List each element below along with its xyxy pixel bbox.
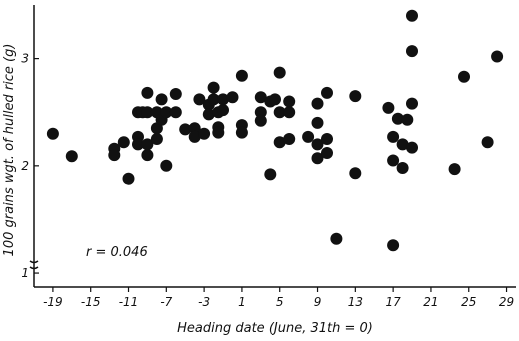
y-tick-label: 2: [21, 159, 29, 173]
x-axis-title: Heading date (June, 31th = 0): [177, 321, 373, 336]
y-axis-title: 100 grains wgt. of hulled rice (g): [2, 44, 17, 257]
data-point: [207, 93, 220, 106]
x-tick-label: -19: [43, 295, 63, 309]
data-point: [302, 130, 315, 143]
data-point: [448, 163, 461, 176]
data-point: [108, 149, 121, 162]
data-point: [283, 95, 296, 108]
x-tick-label: 17: [385, 295, 401, 309]
data-point: [391, 112, 404, 125]
data-point: [254, 106, 267, 119]
data-point: [212, 126, 225, 139]
data-point: [311, 116, 324, 129]
data-point: [235, 126, 248, 139]
data-point: [235, 69, 248, 82]
x-tick-label: -15: [81, 295, 101, 309]
x-tick-label: -7: [160, 295, 172, 309]
data-point: [217, 93, 229, 106]
data-point: [273, 66, 286, 79]
data-point: [207, 81, 220, 94]
data-point: [396, 138, 409, 151]
data-point: [458, 70, 470, 83]
data-point: [387, 154, 400, 167]
data-point: [65, 150, 78, 163]
data-point: [141, 138, 154, 151]
data-point: [283, 106, 296, 119]
data-point: [202, 108, 215, 121]
y-tick-label: 3: [21, 52, 29, 66]
data-points: [46, 9, 504, 252]
x-tick-label: 21: [423, 295, 438, 309]
data-point: [311, 97, 324, 110]
data-point: [401, 113, 414, 126]
data-point: [264, 168, 277, 181]
data-point: [283, 133, 296, 145]
y-tick-label: 1: [21, 266, 29, 280]
data-point: [160, 159, 173, 172]
data-point: [150, 133, 163, 145]
data-point: [321, 86, 333, 99]
data-point: [254, 91, 267, 104]
y-ticks: 1 2 3: [21, 52, 39, 280]
x-tick-label: -11: [119, 295, 139, 309]
data-point: [387, 130, 400, 143]
data-point: [311, 152, 324, 165]
data-point: [117, 136, 130, 149]
x-tick-label: 5: [276, 295, 284, 309]
x-tick-label: 25: [461, 295, 476, 309]
data-point: [382, 101, 395, 114]
data-point: [141, 86, 154, 99]
data-point: [321, 133, 333, 145]
data-point: [321, 147, 333, 159]
data-point: [141, 149, 154, 162]
data-point: [198, 127, 211, 140]
data-point: [179, 123, 192, 136]
data-point: [406, 141, 418, 154]
y-axis-break-mark: [29, 260, 39, 270]
data-point: [273, 106, 286, 119]
x-tick-label: 29: [499, 295, 514, 309]
data-point: [188, 130, 201, 143]
x-ticks: -19 -15 -11 -7 -3 1 5 9 13 17 21 25 29: [43, 287, 514, 309]
x-tick-label: 13: [348, 295, 363, 309]
data-point: [169, 88, 182, 100]
x-tick-label: -3: [198, 295, 210, 309]
data-point: [193, 93, 206, 106]
data-point: [349, 90, 362, 103]
data-point: [217, 104, 229, 117]
x-tick-label: 1: [238, 295, 246, 309]
data-point: [330, 232, 343, 245]
data-point: [269, 93, 281, 106]
data-point: [491, 50, 504, 63]
data-point: [226, 91, 239, 104]
data-point: [406, 45, 418, 58]
data-point: [311, 138, 324, 151]
data-point: [169, 106, 182, 119]
data-point: [155, 93, 168, 106]
data-point: [160, 106, 173, 119]
data-point: [254, 114, 267, 127]
correlation-annotation: r = 0.046: [86, 245, 148, 260]
data-point: [188, 122, 201, 135]
data-point: [481, 136, 494, 149]
data-point: [132, 138, 144, 151]
data-point: [141, 106, 154, 119]
data-point: [349, 167, 362, 180]
data-point: [46, 127, 59, 140]
data-point: [273, 136, 286, 149]
data-point: [406, 97, 418, 110]
data-point: [406, 9, 418, 22]
data-point: [387, 239, 400, 252]
x-tick-label: 9: [314, 295, 322, 309]
data-point: [396, 162, 409, 174]
data-point: [122, 172, 135, 185]
